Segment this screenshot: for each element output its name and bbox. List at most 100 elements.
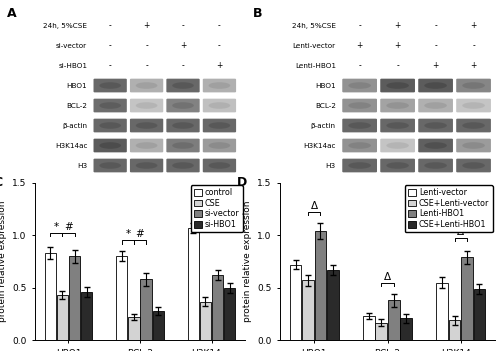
Text: +: + [470,21,477,30]
FancyBboxPatch shape [456,79,491,92]
Legend: Lenti-vector, CSE+Lenti-vector, Lenti-HBO1, CSE+Lenti-HBO1: Lenti-vector, CSE+Lenti-vector, Lenti-HB… [405,185,492,232]
Text: +: + [470,61,477,70]
Y-axis label: protein relative expression: protein relative expression [242,201,252,322]
FancyBboxPatch shape [342,159,377,172]
Text: BCL-2: BCL-2 [315,102,336,108]
FancyBboxPatch shape [342,79,377,92]
Text: #: # [64,222,73,232]
FancyBboxPatch shape [203,139,236,152]
Text: -: - [218,21,221,30]
Ellipse shape [136,82,158,89]
Text: si-HBO1: si-HBO1 [58,62,88,68]
Bar [152,311,164,340]
Text: -: - [218,41,221,50]
FancyBboxPatch shape [130,119,163,132]
Ellipse shape [172,142,194,149]
FancyBboxPatch shape [203,79,236,92]
FancyBboxPatch shape [166,99,200,112]
FancyBboxPatch shape [342,119,377,132]
Ellipse shape [348,82,371,89]
Text: Lenti-vector: Lenti-vector [292,42,336,48]
Ellipse shape [348,162,371,169]
Ellipse shape [462,162,485,169]
Text: 24h, 5%CSE: 24h, 5%CSE [44,22,88,28]
Text: -: - [434,41,437,50]
Text: β-actin: β-actin [62,122,88,128]
Text: +: + [356,41,363,50]
FancyBboxPatch shape [166,159,200,172]
Ellipse shape [386,102,409,109]
Bar [140,279,151,340]
Text: β-actin: β-actin [311,122,336,128]
FancyBboxPatch shape [203,159,236,172]
Ellipse shape [424,102,447,109]
Bar [56,295,68,340]
Ellipse shape [100,142,121,149]
FancyBboxPatch shape [418,159,453,172]
FancyBboxPatch shape [456,119,491,132]
Bar [224,288,235,340]
Text: -: - [472,41,475,50]
Text: +: + [394,21,401,30]
Ellipse shape [386,142,409,149]
FancyBboxPatch shape [203,99,236,112]
Bar [474,289,485,340]
Ellipse shape [348,142,371,149]
Text: H3: H3 [326,163,336,168]
Ellipse shape [172,102,194,109]
Bar [400,318,412,340]
Ellipse shape [462,122,485,129]
Text: #: # [136,230,144,239]
Text: *: * [197,201,202,211]
Text: -: - [358,61,361,70]
Text: -: - [358,21,361,30]
Ellipse shape [136,162,158,169]
FancyBboxPatch shape [94,139,127,152]
Bar [69,256,80,340]
Bar [448,320,460,340]
FancyBboxPatch shape [380,99,415,112]
Ellipse shape [462,102,485,109]
Ellipse shape [208,162,231,169]
Ellipse shape [100,102,121,109]
FancyBboxPatch shape [166,119,200,132]
Text: -: - [434,21,437,30]
Bar [128,317,140,340]
Bar [327,270,338,340]
Ellipse shape [386,162,409,169]
FancyBboxPatch shape [342,99,377,112]
Text: Δ: Δ [384,272,391,282]
Text: +: + [394,41,401,50]
Text: +: + [144,21,150,30]
Text: Lenti-HBO1: Lenti-HBO1 [295,62,336,68]
Ellipse shape [424,162,447,169]
Text: -: - [109,21,112,30]
Bar [376,323,387,340]
Text: Δ: Δ [457,227,464,237]
Ellipse shape [208,122,231,129]
FancyBboxPatch shape [456,159,491,172]
FancyBboxPatch shape [380,139,415,152]
FancyBboxPatch shape [130,139,163,152]
Text: B: B [252,7,262,20]
Text: -: - [396,61,399,70]
FancyBboxPatch shape [166,139,200,152]
Bar [302,280,314,340]
Text: *: * [126,230,130,239]
Bar [290,265,302,340]
Ellipse shape [424,82,447,89]
FancyBboxPatch shape [94,99,127,112]
Text: *: * [54,222,59,232]
FancyBboxPatch shape [418,139,453,152]
Ellipse shape [100,82,121,89]
Ellipse shape [136,102,158,109]
FancyBboxPatch shape [456,99,491,112]
Text: H3K14ac: H3K14ac [55,143,88,148]
FancyBboxPatch shape [418,119,453,132]
Bar [200,302,211,340]
Ellipse shape [348,122,371,129]
Ellipse shape [136,122,158,129]
Bar [81,292,92,340]
Bar [116,256,128,340]
Ellipse shape [100,122,121,129]
